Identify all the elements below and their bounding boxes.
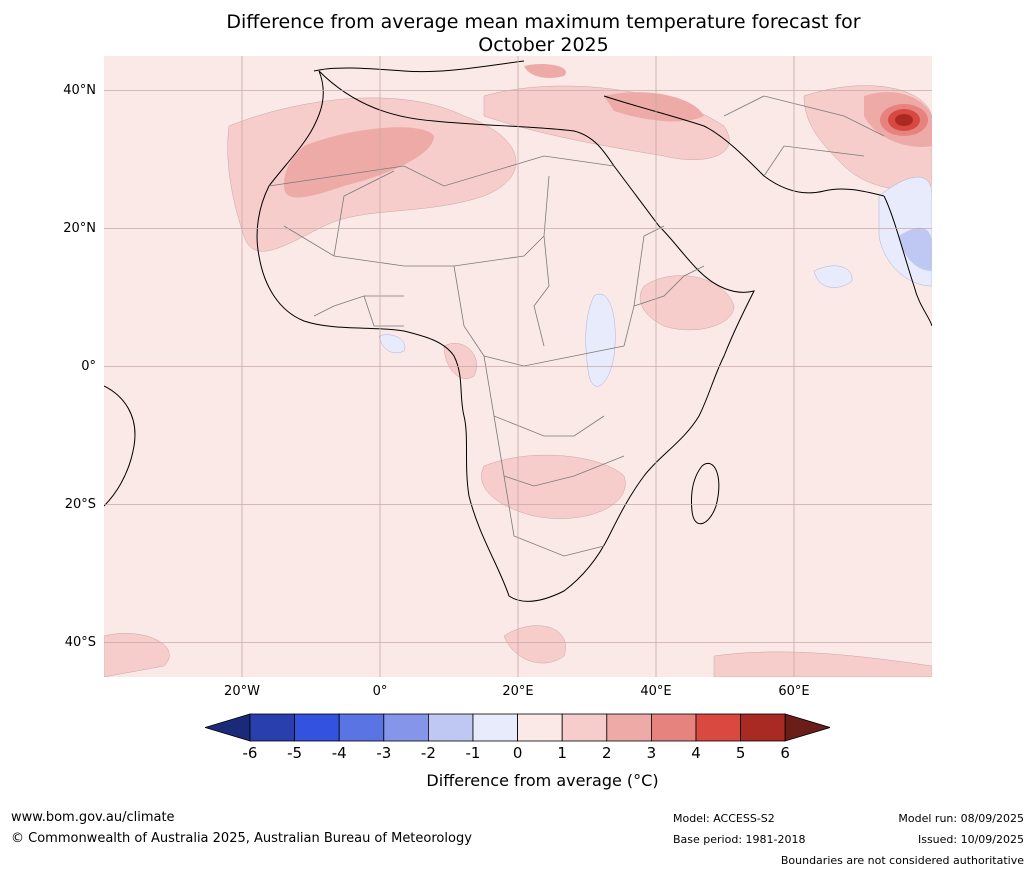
lat-label: 0° [81,358,96,374]
colorbar-tick-label: -4 [331,744,347,762]
lon-label: 40°E [640,684,672,699]
lon-label: 0° [372,684,388,699]
coastlines [104,60,932,602]
colorbar-extend-low [205,713,251,742]
colorbar-tick-label: 4 [691,744,701,762]
map-title-line1: Difference from average mean maximum tem… [226,11,861,33]
footer-issued: Issued: 10/09/2025 [917,833,1024,846]
lon-label: 60°E [778,684,810,699]
colorbar-tick-label: -3 [376,744,392,762]
colorbar-segment [740,713,786,742]
colorbar-tick-label: -2 [420,744,436,762]
footer-model-run: Model run: 08/09/2025 [898,812,1024,825]
map-title-line2: October 2025 [478,34,609,56]
colorbar-tick-label: 3 [646,744,657,762]
temperature-anomaly-map [104,56,932,677]
footer-model: Model: ACCESS-S2 [673,812,775,825]
anomaly-patches-negative [378,177,932,387]
lon-label: 20°E [502,684,534,699]
graticule [104,56,932,677]
colorbar-segment [695,713,741,742]
colorbar-tick-label: -5 [287,744,303,762]
lat-label: 20°N [63,220,96,236]
colorbar-segment [472,713,518,742]
colorbar-segment [606,713,652,742]
country-borders [268,95,885,557]
colorbar-extend-high [784,713,830,742]
colorbar-segment [561,713,608,742]
colorbar-tick-label: 5 [735,744,746,762]
lon-label: 20°W [224,684,260,699]
lat-label: 40°S [64,634,96,650]
lat-label: 40°N [63,82,96,98]
colorbar-tick-label: 2 [602,744,612,762]
colorbar [205,713,830,742]
colorbar-tick-label: -6 [242,744,258,762]
colorbar-segment [650,713,697,742]
colorbar-segment [249,713,295,742]
colorbar-segment [294,713,340,742]
colorbar-tick-label: 1 [557,744,567,762]
footer-disclaimer: Boundaries are not considered authoritat… [780,854,1024,867]
lat-label: 20°S [64,496,96,512]
anomaly-hotspot [880,104,928,136]
footer-base-period: Base period: 1981-2018 [673,833,806,846]
footer-copyright: © Commonwealth of Australia 2025, Austra… [11,831,472,846]
colorbar-label: Difference from average (°C) [426,771,659,790]
colorbar-segment [427,713,474,742]
colorbar-segment [338,713,385,742]
colorbar-segment [517,713,563,742]
colorbar-segment [383,713,429,742]
colorbar-tick-label: 0 [512,744,523,762]
colorbar-tick-label: 6 [780,744,790,762]
footer-url: www.bom.gov.au/climate [11,810,175,825]
colorbar-tick-label: -1 [465,744,481,762]
